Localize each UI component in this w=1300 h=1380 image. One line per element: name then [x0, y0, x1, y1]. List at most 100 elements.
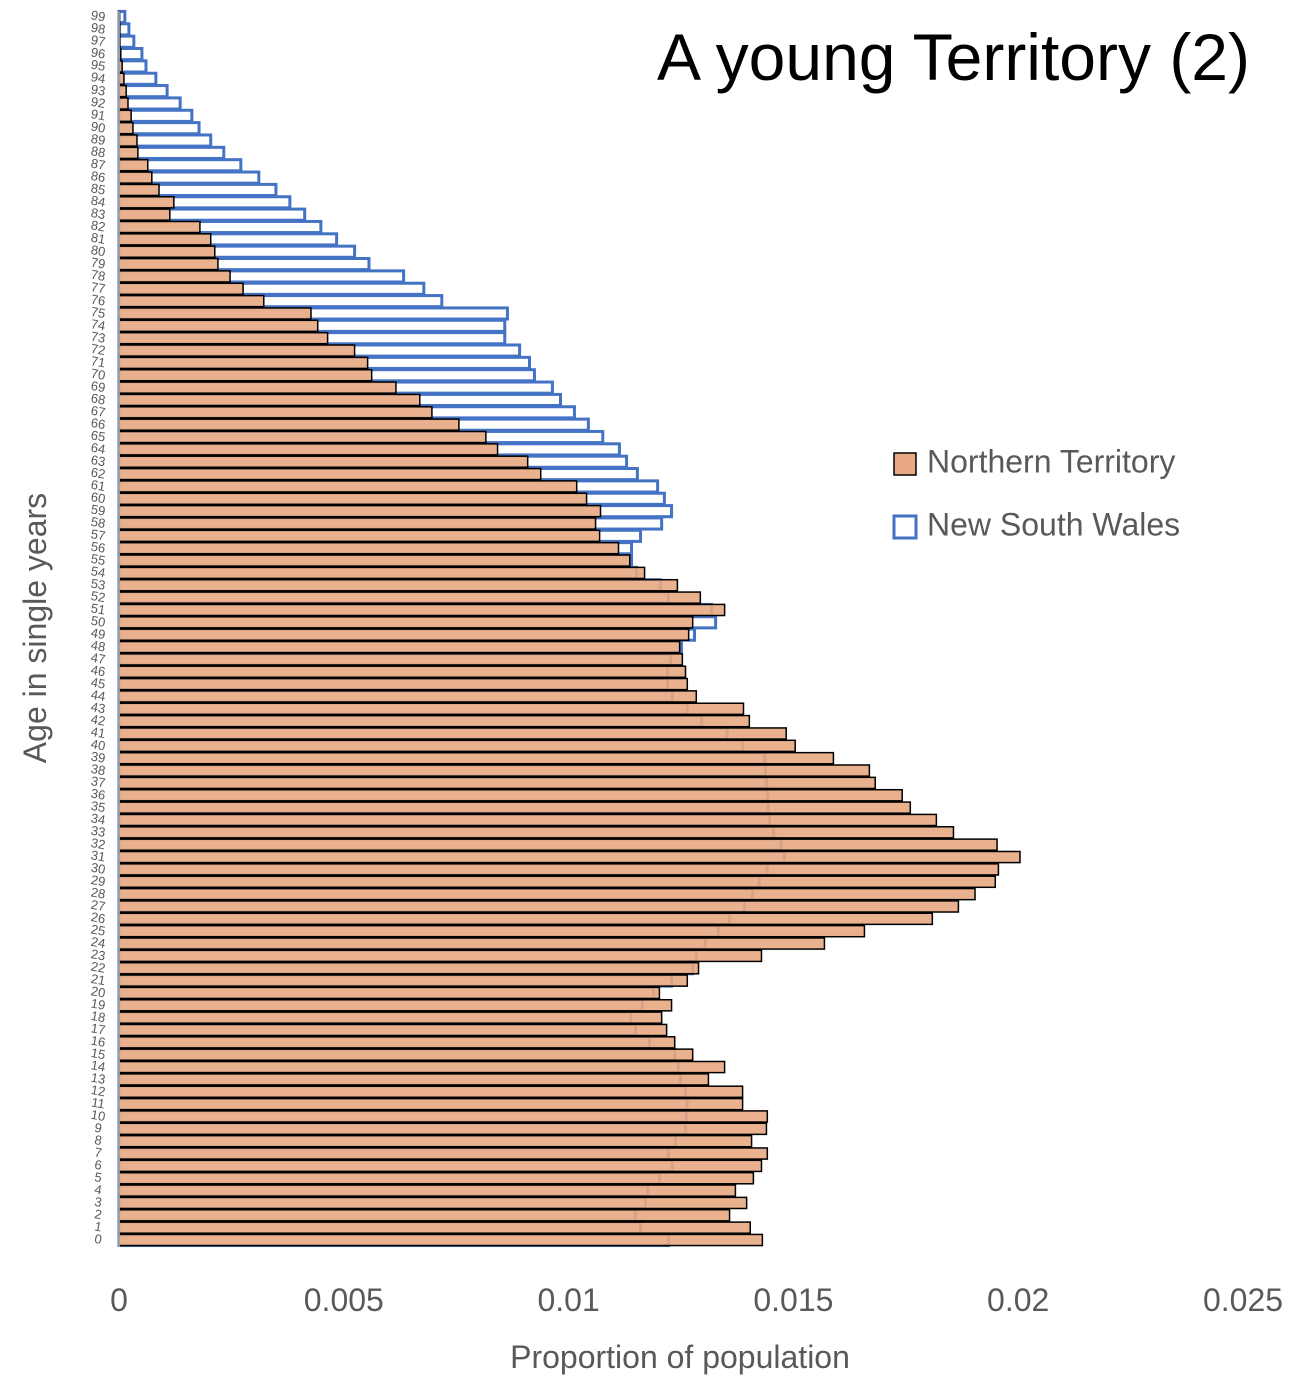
y-tick-label: 6 — [93, 1157, 103, 1173]
y-axis-label: Age in single years — [17, 493, 53, 763]
y-tick-label: 67 — [90, 403, 107, 420]
y-tick-label: 66 — [90, 415, 107, 432]
bar — [118, 492, 588, 506]
y-tick-label: 9 — [93, 1120, 103, 1136]
bar — [118, 1048, 694, 1062]
y-tick-label: 55 — [90, 551, 107, 568]
bar — [118, 1147, 769, 1160]
bar — [118, 158, 149, 172]
y-tick-label: 8 — [93, 1132, 103, 1148]
plot-area — [117, 9, 1021, 1248]
bar — [118, 368, 373, 382]
y-tick-label: 41 — [90, 724, 107, 741]
bar — [118, 900, 960, 913]
bar — [118, 121, 134, 135]
bar — [118, 986, 661, 1000]
bar — [118, 1208, 731, 1222]
bar — [118, 628, 690, 641]
y-tick-label: 35 — [90, 798, 107, 815]
bar — [118, 270, 231, 283]
bar — [118, 702, 745, 716]
y-tick-label: 34 — [90, 810, 107, 827]
y-tick-label: 14 — [90, 1057, 107, 1074]
y-tick-label: 18 — [90, 1008, 107, 1025]
y-tick-label: 11 — [90, 1095, 106, 1112]
bar — [117, 34, 136, 49]
y-tick-label: 43 — [90, 699, 107, 716]
y-tick-label: 56 — [90, 539, 107, 556]
bar — [118, 764, 871, 777]
bar — [118, 739, 796, 753]
bar — [118, 616, 694, 629]
bar — [118, 1122, 768, 1136]
bar — [118, 220, 201, 234]
y-tick-label: 42 — [90, 711, 107, 728]
bar — [118, 751, 835, 765]
y-tick-label: 62 — [90, 464, 107, 481]
bar — [118, 1134, 753, 1148]
bar — [118, 665, 687, 679]
bar — [118, 677, 689, 691]
bar — [118, 887, 976, 901]
y-tick-label: 3 — [93, 1194, 103, 1210]
y-tick-label: 59 — [90, 501, 107, 518]
y-tick-label: 90 — [90, 118, 107, 135]
bar — [118, 195, 175, 209]
bar — [118, 1184, 737, 1197]
x-tick-label: 0.02 — [987, 1282, 1049, 1318]
y-tick-label: 16 — [90, 1033, 107, 1050]
bar — [118, 998, 673, 1012]
y-tick-label: 89 — [90, 131, 107, 148]
y-tick-label: 84 — [90, 193, 107, 210]
y-tick-label: 99 — [90, 7, 107, 24]
y-tick-label: 54 — [90, 563, 107, 580]
y-tick-label: 28 — [90, 884, 107, 901]
y-tick-label: 79 — [90, 254, 107, 271]
bar — [118, 146, 139, 160]
y-tick-label: 83 — [90, 205, 107, 222]
bar — [118, 653, 684, 666]
x-tick-label: 0.025 — [1203, 1282, 1283, 1318]
bar — [118, 1171, 755, 1185]
y-tick-label: 75 — [90, 304, 107, 321]
bar — [118, 529, 601, 543]
bar — [118, 257, 219, 271]
x-tick-label: 0 — [110, 1282, 128, 1318]
y-tick-label: 20 — [90, 983, 107, 1000]
y-tick-label: 36 — [90, 786, 107, 803]
bar — [118, 1196, 748, 1210]
bar — [118, 1060, 726, 1074]
y-tick-label: 57 — [90, 526, 107, 543]
bar — [118, 331, 329, 345]
bar — [118, 937, 826, 950]
y-tick-label: 88 — [90, 143, 107, 160]
y-tick-label: 25 — [90, 921, 107, 938]
y-tick-label: 44 — [90, 687, 107, 704]
y-tick-label: 4 — [93, 1182, 103, 1198]
y-tick-label: 0 — [93, 1231, 103, 1247]
y-tick-label: 58 — [90, 514, 107, 531]
legend-swatch — [893, 452, 917, 476]
bar — [118, 245, 216, 259]
bar — [118, 1233, 764, 1247]
bar — [118, 307, 312, 320]
y-tick-label: 82 — [90, 217, 107, 234]
bar — [118, 603, 726, 617]
bar — [118, 84, 127, 98]
y-tick-label: 86 — [90, 168, 107, 185]
bar — [118, 344, 356, 357]
bar — [118, 171, 153, 184]
bar — [118, 690, 698, 703]
bar — [118, 517, 597, 530]
y-tick-label: 65 — [90, 427, 107, 444]
y-tick-label: 85 — [90, 180, 107, 197]
y-tick-label: 33 — [90, 823, 107, 840]
bar — [118, 208, 171, 221]
y-tick-label: 15 — [90, 1045, 107, 1062]
bar — [118, 418, 460, 431]
y-tick-label: 38 — [90, 761, 107, 778]
y-tick-label: 48 — [90, 637, 107, 654]
y-tick-label: 87 — [90, 156, 107, 173]
x-axis-label: Proportion of population — [510, 1339, 850, 1375]
y-tick-label: 26 — [90, 909, 107, 926]
